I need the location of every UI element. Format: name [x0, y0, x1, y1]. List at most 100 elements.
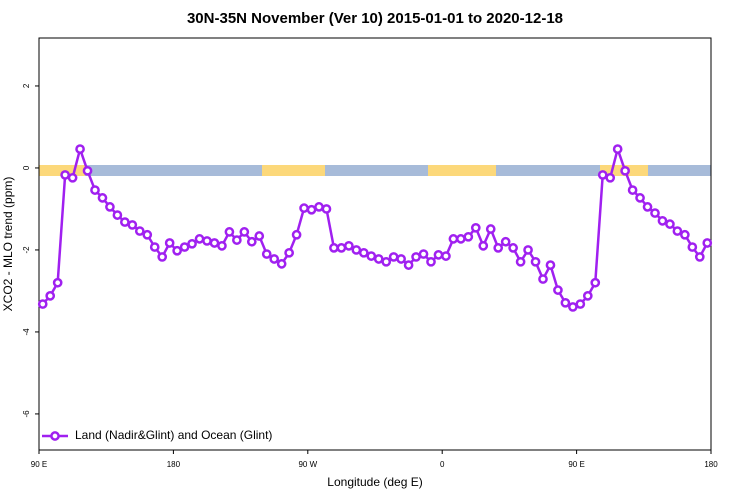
data-point	[582, 291, 593, 301]
y-tick-label: -4	[22, 328, 31, 336]
data-point	[694, 252, 705, 262]
x-tick-label: 180	[704, 460, 718, 469]
legend-marker	[50, 431, 60, 441]
y-tick-label: 0	[22, 165, 31, 170]
data-point	[120, 217, 130, 227]
ocean-band	[39, 165, 711, 176]
y-tick-label: -2	[22, 246, 31, 254]
data-point	[627, 185, 638, 195]
data-point	[702, 238, 713, 248]
data-point	[179, 242, 190, 252]
data-point	[403, 260, 414, 270]
land-band	[428, 165, 496, 176]
data-point	[500, 236, 511, 247]
data-point	[463, 231, 474, 242]
land-band	[262, 165, 325, 176]
data-point	[590, 277, 601, 288]
data-point	[650, 208, 660, 218]
data-point	[306, 204, 317, 215]
data-point	[635, 193, 645, 203]
data-point	[680, 229, 690, 240]
data-point	[418, 249, 429, 259]
data-point	[97, 193, 108, 203]
data-point	[575, 299, 586, 309]
data-point	[530, 256, 541, 267]
data-point	[366, 251, 377, 261]
data-point	[381, 256, 392, 267]
data-point	[642, 202, 653, 212]
data-point	[470, 222, 481, 233]
data-point	[127, 220, 138, 230]
x-tick-label: 180	[167, 460, 181, 469]
data-point	[149, 242, 160, 252]
data-point	[485, 224, 496, 234]
data-point	[52, 277, 63, 288]
data-point	[545, 260, 556, 270]
data-point	[358, 247, 369, 258]
data-point	[657, 215, 668, 226]
legend-label: Land (Nadir&Glint) and Ocean (Glint)	[75, 428, 272, 442]
data-point	[239, 227, 250, 237]
data-point	[560, 297, 571, 308]
data-point	[112, 210, 123, 220]
data-point	[612, 144, 623, 154]
y-axis-label: XCO2 - MLO trend (ppm)	[1, 177, 15, 312]
chart-title: 30N-35N November (Ver 10) 2015-01-01 to …	[187, 10, 563, 27]
data-point	[620, 165, 630, 176]
data-point	[164, 238, 175, 248]
data-point	[194, 234, 205, 244]
data-point	[344, 240, 354, 251]
data-point	[672, 226, 683, 236]
data-point	[90, 185, 100, 195]
data-point	[493, 243, 504, 253]
y-tick-label: 2	[22, 83, 31, 88]
x-tick-label: 90 E	[31, 460, 47, 469]
data-point	[37, 299, 48, 309]
data-point	[336, 243, 347, 253]
y-tick-label: -6	[22, 410, 31, 418]
data-point	[299, 203, 309, 213]
data-point	[254, 231, 265, 241]
data-point	[329, 243, 339, 253]
x-tick-label: 90 W	[298, 460, 317, 469]
data-point	[232, 235, 242, 245]
data-point	[568, 302, 578, 312]
data-point	[217, 240, 227, 251]
data-point	[411, 252, 421, 262]
data-point	[75, 144, 85, 154]
data-point	[269, 254, 280, 264]
data-point	[605, 172, 616, 183]
data-point	[441, 251, 451, 261]
plot-frame	[38, 37, 712, 451]
data-point	[321, 204, 332, 214]
data-point	[157, 252, 168, 262]
data-point	[60, 170, 70, 180]
land-band	[39, 165, 85, 176]
data-point	[351, 245, 362, 255]
data-point	[276, 259, 287, 269]
data-point	[426, 256, 436, 267]
data-point	[665, 219, 675, 229]
data-point	[687, 242, 698, 252]
data-point	[82, 165, 93, 176]
data-point	[45, 291, 56, 301]
data-point	[515, 256, 526, 267]
data-point	[523, 245, 533, 255]
data-point	[142, 229, 153, 240]
data-point	[187, 238, 197, 249]
data-point	[172, 245, 182, 256]
data-point	[202, 236, 212, 246]
x-tick-label: 90 E	[568, 460, 584, 469]
data-point	[508, 243, 518, 253]
data-point	[396, 254, 406, 264]
data-point	[261, 249, 272, 259]
data-point	[209, 238, 220, 248]
data-point	[478, 240, 489, 251]
data-point	[448, 234, 459, 244]
data-point	[291, 229, 302, 240]
data-point	[538, 274, 548, 284]
data-point	[67, 172, 78, 183]
data-point	[134, 226, 145, 236]
data-point	[456, 234, 466, 244]
